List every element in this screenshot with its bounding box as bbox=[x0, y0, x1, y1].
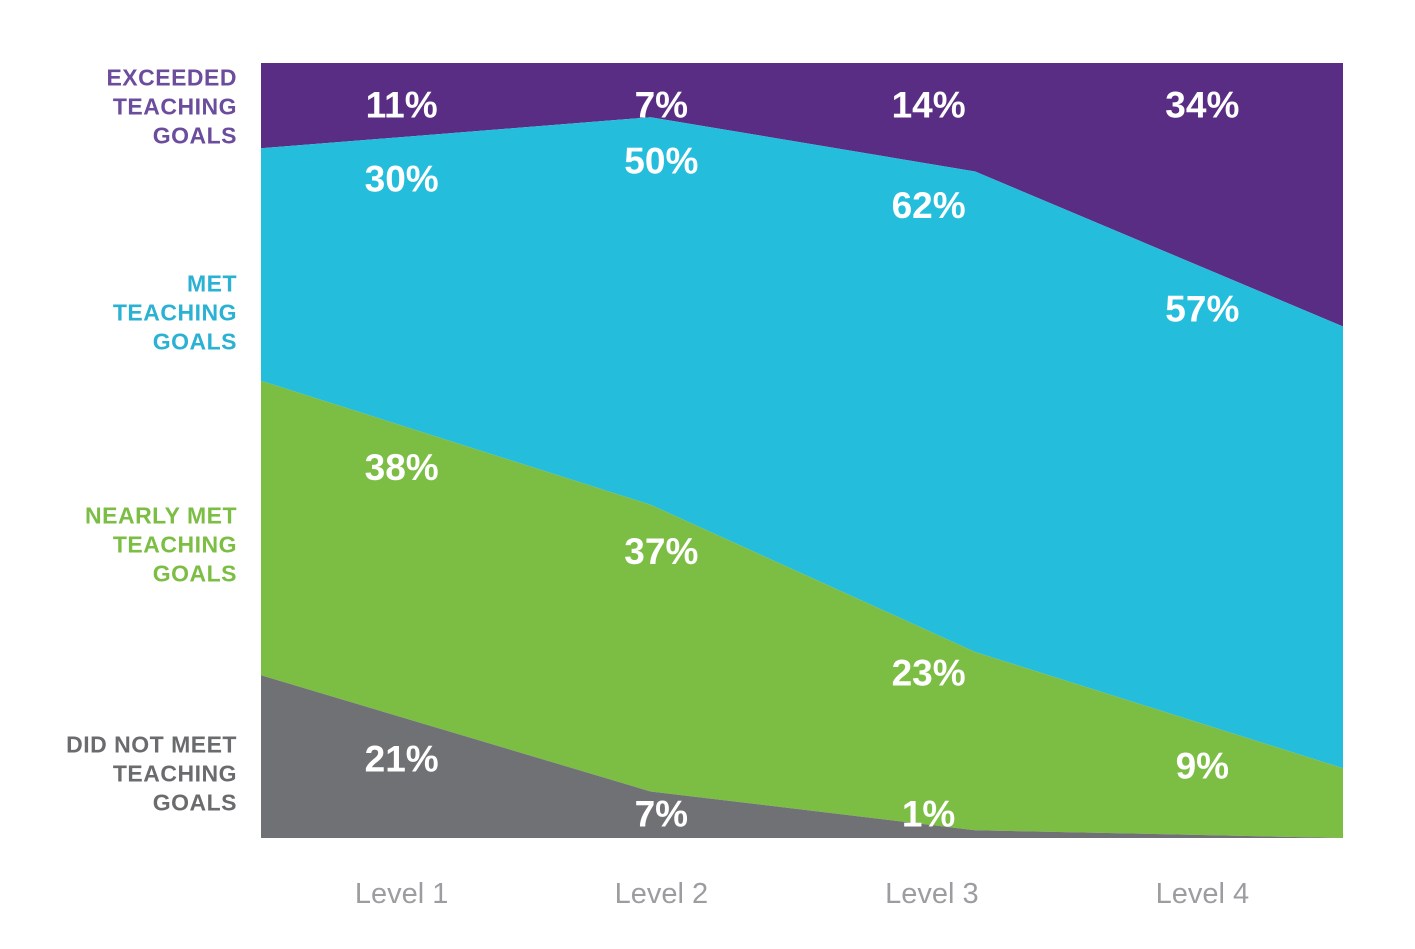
value-label-level-3-nearly-met-teaching-goals: 23% bbox=[892, 652, 966, 693]
value-label-level-3-exceeded-teaching-goals: 14% bbox=[892, 85, 966, 126]
x-axis-label-level-3: Level 3 bbox=[885, 878, 979, 910]
series-label-line: GOALS bbox=[152, 328, 237, 355]
value-label-level-1-met-teaching-goals: 30% bbox=[365, 159, 439, 200]
value-label-level-1-nearly-met-teaching-goals: 38% bbox=[365, 447, 439, 488]
value-label-level-1-exceeded-teaching-goals: 11% bbox=[366, 85, 438, 126]
value-label-level-2-exceeded-teaching-goals: 7% bbox=[635, 85, 688, 126]
series-label-line: TEACHING bbox=[112, 93, 237, 120]
value-label-level-4-exceeded-teaching-goals: 34% bbox=[1165, 85, 1239, 126]
value-label-level-4-met-teaching-goals: 57% bbox=[1165, 289, 1239, 330]
area-band-exceeded-teaching-goals bbox=[261, 63, 1343, 327]
area-band-nearly-met-teaching-goals bbox=[261, 380, 1343, 838]
series-label-line: TEACHING bbox=[112, 531, 237, 558]
x-axis-label-level-1: Level 1 bbox=[354, 878, 449, 910]
series-label-line: GOALS bbox=[152, 560, 237, 587]
value-label-level-1-did-not-meet-teaching-goals: 21% bbox=[365, 739, 439, 780]
series-label-exceeded-teaching-goals: EXCEEDED TEACHING GOALS bbox=[106, 64, 237, 151]
value-label-level-3-did-not-meet-teaching-goals: 1% bbox=[902, 794, 955, 835]
area-band-did-not-meet-teaching-goals bbox=[261, 675, 1343, 838]
series-label-nearly-met-teaching-goals: NEARLY MET TEACHING GOALS bbox=[85, 502, 237, 589]
series-label-did-not-meet-teaching-goals: DID NOT MEET TEACHING GOALS bbox=[66, 731, 237, 818]
x-axis-label-level-2: Level 2 bbox=[614, 878, 709, 910]
series-label-line: TEACHING bbox=[112, 760, 237, 787]
series-label-met-teaching-goals: MET TEACHING GOALS bbox=[113, 270, 237, 357]
series-label-line: NEARLY MET bbox=[85, 502, 237, 529]
series-label-line: GOALS bbox=[152, 789, 237, 816]
value-label-level-2-nearly-met-teaching-goals: 37% bbox=[624, 531, 698, 572]
series-label-line: MET bbox=[186, 270, 237, 297]
series-label-line: GOALS bbox=[152, 122, 237, 149]
series-label-line: DID NOT MEET bbox=[66, 731, 237, 758]
value-label-level-2-met-teaching-goals: 50% bbox=[624, 141, 698, 182]
value-label-level-3-met-teaching-goals: 62% bbox=[892, 185, 966, 226]
value-label-level-4-nearly-met-teaching-goals: 9% bbox=[1176, 745, 1229, 786]
value-label-level-2-did-not-meet-teaching-goals: 7% bbox=[635, 794, 688, 835]
series-label-line: EXCEEDED bbox=[106, 64, 237, 91]
x-axis-label-level-4: Level 4 bbox=[1155, 878, 1250, 910]
series-label-line: TEACHING bbox=[112, 299, 237, 326]
area-band-met-teaching-goals bbox=[261, 117, 1343, 769]
